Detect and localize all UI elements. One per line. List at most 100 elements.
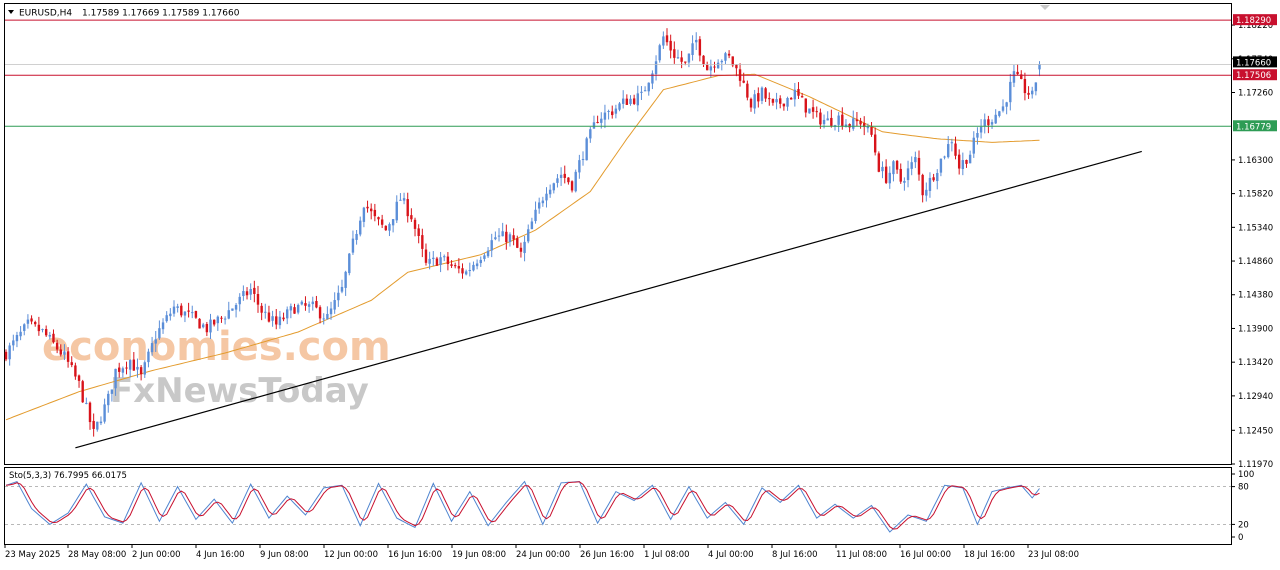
candle-body [611, 111, 614, 116]
candle-body [654, 61, 658, 75]
candle-body [490, 240, 493, 251]
candle-body [559, 174, 563, 178]
candle-body [527, 229, 530, 242]
candle-body [293, 307, 296, 314]
candle-body [596, 121, 599, 123]
candle-body [731, 56, 734, 66]
horizontal-levels [5, 19, 1231, 127]
time-tick-label: 16 Jun 16:00 [388, 550, 442, 560]
candle-body [665, 35, 669, 43]
candle-body [23, 324, 26, 331]
price-tick-label: 1.13900 [1238, 324, 1273, 334]
candle-body [282, 317, 285, 320]
candle-body [15, 334, 19, 342]
time-tick-label: 28 May 08:00 [68, 550, 126, 560]
candle-body [724, 53, 727, 61]
candle-body [176, 306, 179, 308]
candle-body [150, 343, 154, 353]
candle-body [925, 189, 928, 196]
dropdown-triangle-icon[interactable] [8, 10, 14, 14]
candle-body [55, 342, 59, 350]
candle-body [676, 57, 680, 59]
candle-body [574, 171, 577, 192]
candle-body [990, 122, 994, 125]
candle-body [333, 300, 336, 310]
candle-body [534, 209, 537, 222]
candle-body [782, 103, 786, 107]
candle-body [223, 318, 227, 320]
candle-body [629, 98, 632, 105]
candle-body [789, 97, 793, 100]
candle-body [903, 180, 906, 183]
candle-body [910, 162, 913, 169]
candle-body [143, 362, 146, 375]
candle-body [194, 311, 198, 318]
candle-body [373, 209, 377, 217]
chart-shift-marker-icon[interactable] [1040, 5, 1050, 10]
candle-body [658, 45, 661, 61]
candle-body [917, 157, 921, 175]
candle-body [479, 259, 482, 264]
stoch-axis: 100 80 20 0 [1231, 470, 1254, 543]
candle-body [505, 231, 508, 243]
candle-body [366, 206, 369, 209]
candle-body [461, 268, 464, 274]
candle-body [96, 421, 99, 430]
candle-body [936, 172, 939, 182]
candle-body [695, 39, 698, 43]
candle-body [888, 172, 891, 184]
candle-body [256, 293, 260, 305]
ma-line [5, 73, 1040, 421]
candle-body [355, 233, 358, 240]
stoch-plot-frame [4, 467, 1232, 545]
candle-body [983, 119, 986, 127]
candle-body [870, 126, 873, 135]
candle-body [1034, 82, 1038, 92]
candle-body [348, 253, 351, 274]
candle-body [468, 269, 472, 271]
candle-body [932, 177, 935, 181]
price-tick-label: 1.14380 [1238, 291, 1273, 301]
candle-body [632, 98, 636, 104]
time-tick-label: 24 Jun 00:00 [516, 550, 570, 560]
candle-body [764, 88, 767, 99]
candle-body [567, 177, 570, 183]
candle-body [253, 287, 256, 294]
candle-body [822, 119, 826, 125]
candle-body [826, 118, 829, 121]
watermark-economies: economies.com [42, 324, 391, 370]
candle-body [640, 91, 643, 93]
candle-body [402, 198, 406, 201]
level-label-box [1233, 14, 1277, 26]
time-tick-label: 9 Jun 08:00 [260, 550, 309, 560]
candle-body [66, 351, 70, 362]
candle-body [779, 98, 782, 104]
candle-body [727, 53, 731, 56]
candle-body [212, 319, 216, 325]
candle-body [44, 329, 48, 336]
candle-body [753, 94, 756, 109]
candle-body [512, 235, 515, 240]
candle-body [968, 154, 972, 164]
candle-body [34, 321, 37, 325]
candle-body [4, 351, 8, 360]
candle-body [1012, 71, 1016, 83]
candle-body [311, 301, 314, 305]
candle-body [435, 258, 439, 266]
candle-body [443, 256, 446, 258]
candle-body [388, 224, 391, 231]
candle-body [158, 328, 161, 339]
candle-body [125, 367, 128, 369]
candle-body [421, 235, 424, 249]
candle-body [264, 311, 267, 313]
time-tick-label: 2 Jun 00:00 [132, 550, 181, 560]
candle-body [979, 127, 983, 133]
level-label: 1.18290 [1236, 16, 1271, 26]
candle-body [475, 263, 479, 267]
candle-body [837, 115, 840, 125]
candle-body [12, 340, 15, 346]
candle-body [136, 366, 139, 370]
candle-body [114, 368, 117, 389]
candle-body [844, 124, 848, 127]
